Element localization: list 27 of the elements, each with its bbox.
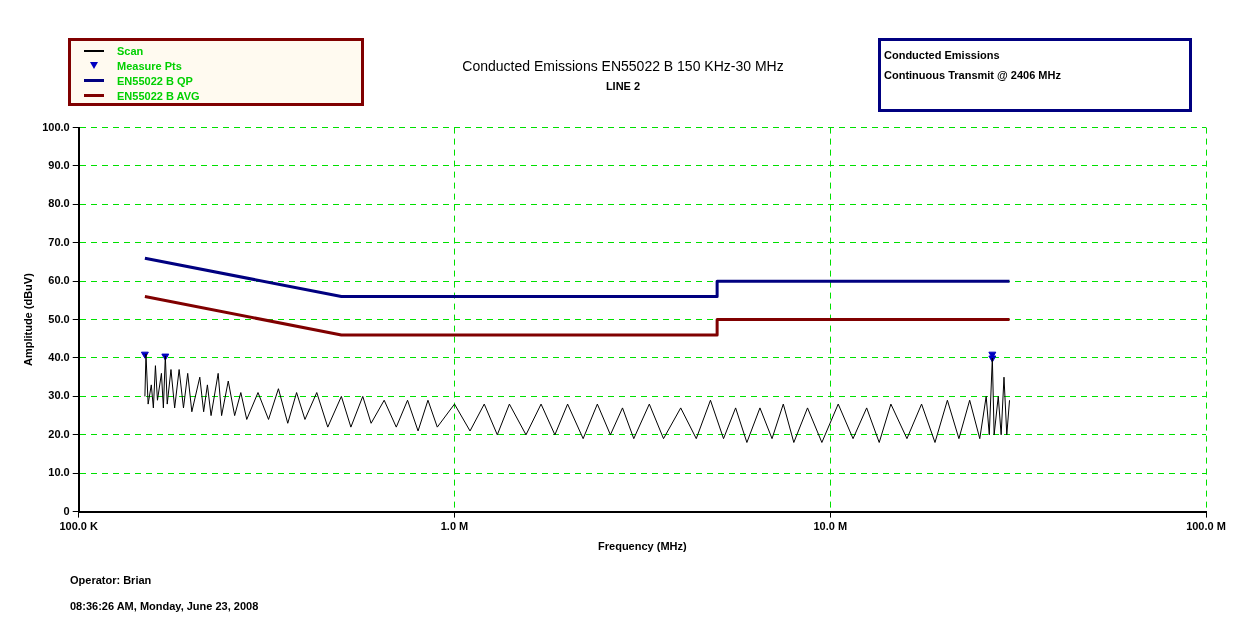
legend-label: EN55022 B QP bbox=[117, 74, 193, 87]
y-tick-label: 50.0 bbox=[48, 312, 70, 325]
x-axis-title: Frequency (MHz) bbox=[598, 540, 688, 553]
legend-label: Measure Pts bbox=[117, 59, 182, 72]
chart-title: Conducted Emissions EN55022 B 150 KHz-30 MHz bbox=[461, 58, 785, 74]
y-tick-label: 90.0 bbox=[48, 159, 70, 172]
text: Continuous Transmit @ 2406 MHz bbox=[884, 68, 1062, 83]
legend-label: EN55022 B AVG bbox=[117, 89, 200, 102]
y-tick-label: 100.0 bbox=[42, 120, 70, 133]
x-tick-label: 100.0 K bbox=[59, 520, 99, 533]
text: 08:36:26 AM, Monday, June 23, 2008 bbox=[70, 600, 259, 612]
y-tick-label: 40.0 bbox=[48, 351, 70, 364]
y-tick-label: 20.0 bbox=[48, 427, 70, 440]
y-tick-label: 60.0 bbox=[48, 274, 70, 287]
text: Conducted Emissions bbox=[884, 48, 1001, 63]
text: Operator: Brian bbox=[70, 574, 152, 586]
y-tick-label: 70.0 bbox=[48, 235, 70, 248]
x-tick-label: 1.0 M bbox=[440, 520, 469, 533]
y-tick-label: 30.0 bbox=[48, 389, 70, 402]
legend-label: Scan bbox=[117, 44, 144, 57]
chart-subtitle: LINE 2 bbox=[604, 80, 642, 92]
y-tick-label: 10.0 bbox=[48, 466, 70, 479]
x-tick-label: 100.0 M bbox=[1186, 520, 1226, 533]
y-axis-title: Amplitude (dBuV) bbox=[21, 272, 34, 367]
y-tick-label: 80.0 bbox=[48, 197, 70, 210]
x-tick-label: 10.0 M bbox=[813, 520, 848, 533]
y-tick-label: 0 bbox=[63, 504, 70, 517]
